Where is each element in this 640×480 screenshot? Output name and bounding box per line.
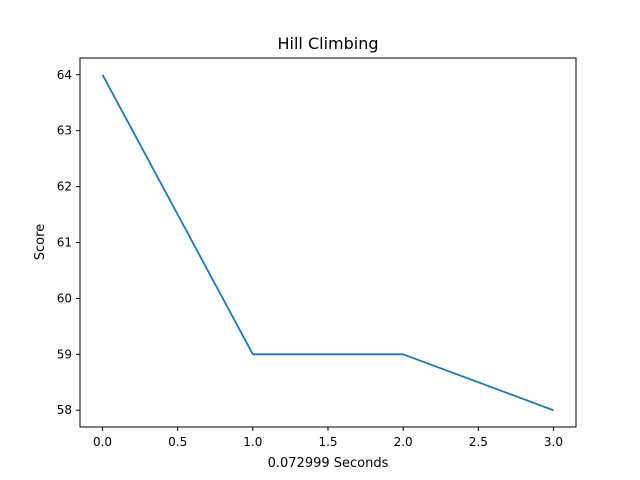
y-tick-label: 60 bbox=[57, 291, 72, 305]
x-tick-label: 2.0 bbox=[394, 435, 413, 449]
y-axis-label: Score bbox=[33, 224, 48, 260]
x-tick-label: 2.5 bbox=[469, 435, 488, 449]
y-tick-label: 64 bbox=[57, 68, 72, 82]
y-axis: 58 59 60 61 62 63 64 bbox=[57, 68, 80, 417]
y-tick-label: 62 bbox=[57, 180, 72, 194]
x-tick-label: 1.5 bbox=[318, 435, 337, 449]
series-line bbox=[101, 74, 554, 412]
x-tick-label: 1.0 bbox=[243, 435, 262, 449]
y-tick-label: 59 bbox=[57, 347, 72, 361]
x-tick-label: 0.5 bbox=[168, 435, 187, 449]
x-axis-label: 0.072999 Seconds bbox=[268, 456, 389, 471]
y-tick-label: 61 bbox=[57, 236, 72, 250]
plot-area bbox=[79, 57, 577, 428]
series-layer bbox=[101, 74, 554, 412]
x-axis: 0.0 0.5 1.0 1.5 2.0 2.5 3.0 bbox=[93, 427, 563, 449]
x-tick-label: 0.0 bbox=[93, 435, 112, 449]
plot-frame bbox=[79, 57, 577, 428]
x-tick-label: 3.0 bbox=[544, 435, 563, 449]
chart-title: Hill Climbing bbox=[278, 34, 379, 53]
y-tick-label: 58 bbox=[57, 403, 72, 417]
y-tick-label: 63 bbox=[57, 124, 72, 138]
